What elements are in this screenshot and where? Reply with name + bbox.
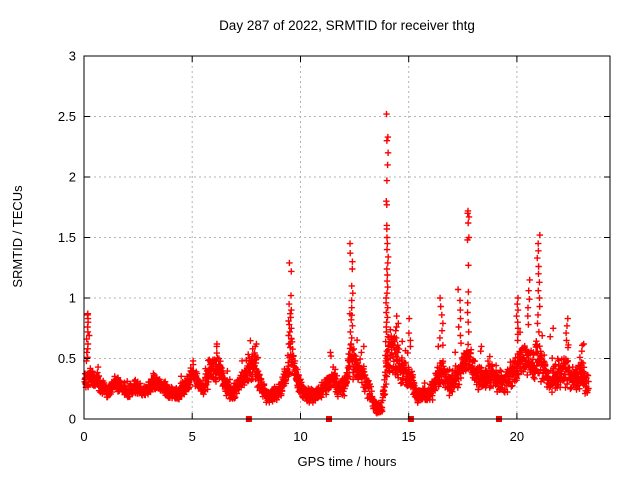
x-axis-label: GPS time / hours — [297, 454, 397, 469]
y-tick-label: 3 — [69, 49, 76, 64]
x-tick-label: 0 — [80, 429, 87, 444]
x-tick-label: 10 — [293, 429, 307, 444]
x-tick-label: 15 — [401, 429, 415, 444]
plot-frame — [83, 55, 611, 420]
y-tick-label: 0.5 — [58, 351, 76, 366]
y-tick-label: 2 — [69, 170, 76, 185]
x-tick-label: 20 — [510, 429, 524, 444]
y-tick-label: 2.5 — [58, 109, 76, 124]
chart-title: Day 287 of 2022, SRMTID for receiver tht… — [219, 18, 475, 33]
data-points — [81, 110, 592, 417]
y-tick-label: 1 — [69, 291, 76, 306]
x-tick-label: 5 — [189, 429, 196, 444]
y-tick-label: 0 — [69, 412, 76, 427]
grid-lines — [84, 56, 610, 419]
y-tick-label: 1.5 — [58, 230, 76, 245]
